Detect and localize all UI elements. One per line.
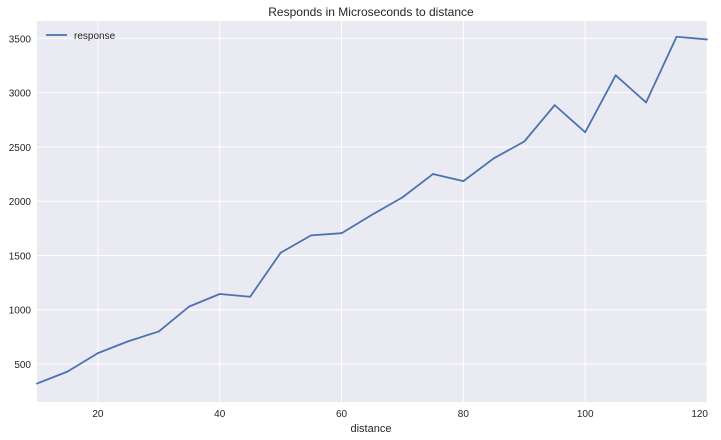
legend-label-response: response [74, 31, 116, 42]
data-point [157, 330, 160, 333]
x-tick-label: 60 [336, 409, 348, 420]
x-tick-label: 20 [92, 409, 104, 420]
data-point [127, 340, 130, 343]
y-tick-label: 2000 [9, 197, 32, 208]
data-point [523, 140, 526, 143]
y-tick-label: 3500 [9, 34, 32, 45]
data-point [279, 251, 282, 254]
data-point [645, 101, 647, 104]
data-point [188, 305, 191, 308]
grid-lines [37, 21, 708, 402]
x-tick-label: 100 [577, 409, 594, 420]
series-lines [36, 35, 708, 385]
data-point [36, 382, 38, 385]
data-point [432, 173, 434, 175]
data-point [310, 234, 312, 237]
data-point [66, 370, 69, 373]
plot-area [37, 21, 707, 402]
x-tick-label: 40 [214, 409, 226, 420]
data-point [249, 295, 252, 298]
data-point [371, 213, 373, 216]
x-tick-label: 80 [458, 409, 470, 420]
data-point [401, 196, 404, 199]
y-tick-label: 1500 [9, 251, 32, 262]
data-point [97, 352, 99, 355]
y-tick-label: 1000 [9, 306, 32, 317]
chart-title: Responds in Microseconds to distance [268, 5, 474, 19]
data-point [614, 74, 617, 77]
data-point [706, 38, 708, 41]
legend: response [46, 31, 116, 42]
data-point [492, 157, 495, 160]
data-point [584, 131, 587, 134]
y-tick-label: 500 [14, 360, 31, 371]
data-point [675, 35, 678, 38]
y-tick-label: 2500 [9, 143, 32, 154]
data-point [553, 104, 556, 107]
x-tick-label: 120 [691, 409, 708, 420]
data-point [462, 180, 465, 183]
data-point [218, 293, 221, 295]
y-tick-label: 3000 [9, 89, 32, 100]
x-tick-labels: 20 40 60 80 100 120 [92, 409, 708, 420]
data-point [340, 232, 343, 235]
y-tick-labels: 500 1000 1500 2000 2500 3000 3500 [9, 34, 32, 371]
x-axis-label: distance [351, 423, 392, 435]
